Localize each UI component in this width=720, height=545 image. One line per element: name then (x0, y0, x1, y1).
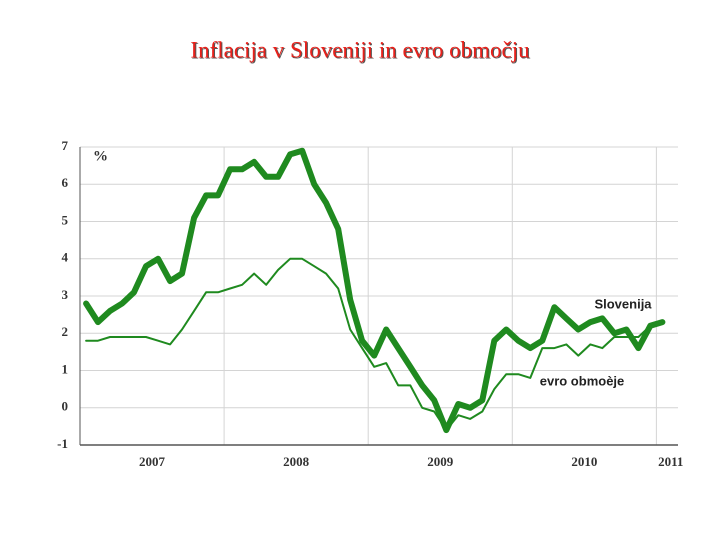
y-tick-label: 1 (62, 361, 69, 376)
x-tick-label: 2008 (283, 454, 310, 469)
series-label: Slovenija (594, 296, 652, 311)
y-tick-label: 0 (62, 399, 69, 414)
y-tick-label: 7 (62, 138, 69, 153)
series-line (85, 257, 652, 432)
series-line (83, 147, 666, 434)
x-tick-label: 2009 (427, 454, 454, 469)
y-tick-label: 4 (62, 250, 69, 265)
x-tick-label: 2007 (139, 454, 166, 469)
y-tick-label: 6 (62, 175, 69, 190)
series-label: evro obmoèje (540, 373, 625, 388)
y-tick-label: 3 (62, 287, 69, 302)
y-tick-label: 5 (62, 212, 69, 227)
x-tick-label: 2010 (571, 454, 597, 469)
x-tick-label: 2011 (658, 454, 683, 469)
y-tick-label: 2 (62, 324, 69, 339)
y-tick-label: -1 (57, 436, 68, 451)
y-unit-label: % (93, 148, 108, 164)
chart-title: Inflacija v Sloveniji in evro območju (190, 37, 530, 62)
